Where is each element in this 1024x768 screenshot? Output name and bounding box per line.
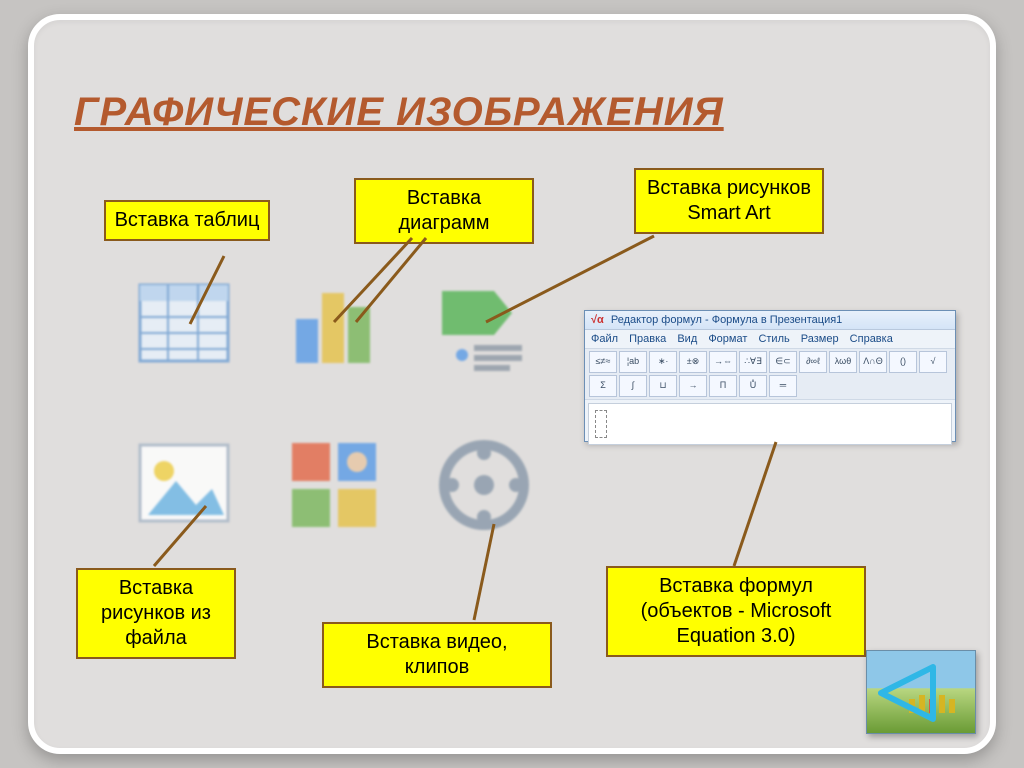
callout-video: Вставка видео, клипов bbox=[322, 622, 552, 688]
menu-format[interactable]: Формат bbox=[708, 333, 747, 345]
callout-smartart: Вставка рисунков Smart Art bbox=[634, 168, 824, 234]
toolbar-btn[interactable]: ∂∞ℓ bbox=[799, 351, 827, 373]
formula-editor-title: √α Редактор формул - Формула в Презентац… bbox=[585, 311, 955, 330]
toolbar-btn[interactable]: Σ bbox=[589, 375, 617, 397]
toolbar-btn[interactable]: ═ bbox=[769, 375, 797, 397]
toolbar-btn[interactable]: ∗∙ bbox=[649, 351, 677, 373]
toolbar-btn[interactable]: Ů bbox=[739, 375, 767, 397]
menu-style[interactable]: Стиль bbox=[758, 333, 789, 345]
menu-file[interactable]: Файл bbox=[591, 333, 618, 345]
menu-edit[interactable]: Правка bbox=[629, 333, 666, 345]
formula-cursor-box bbox=[595, 410, 607, 438]
formula-editor-menu[interactable]: Файл Правка Вид Формат Стиль Размер Спра… bbox=[585, 330, 955, 348]
smartart-icon[interactable] bbox=[434, 275, 534, 375]
formula-edit-area[interactable] bbox=[588, 403, 952, 445]
slide-frame: ГРАФИЧЕСКИЕ ИЗОБРАЖЕНИЯ Вставка таблиц В… bbox=[28, 14, 996, 754]
clipart-icon[interactable] bbox=[284, 435, 384, 535]
toolbar-btn[interactable]: () bbox=[889, 351, 917, 373]
toolbar-btn[interactable]: λωθ bbox=[829, 351, 857, 373]
toolbar-btn[interactable]: √ bbox=[919, 351, 947, 373]
callout-picture: Вставка рисунков из файла bbox=[76, 568, 236, 659]
formula-editor-window: √α Редактор формул - Формула в Презентац… bbox=[584, 310, 956, 442]
insert-icons-area bbox=[134, 275, 564, 575]
menu-view[interactable]: Вид bbox=[677, 333, 697, 345]
toolbar-btn[interactable]: Π bbox=[709, 375, 737, 397]
formula-editor-toolbar: ≤≠≈ ¦ab ∗∙ ±⊗ →⇔ ∴∀∃ ∈⊂ ∂∞ℓ λωθ Λ∩Θ () √… bbox=[585, 348, 955, 400]
menu-size[interactable]: Размер bbox=[801, 333, 839, 345]
toolbar-btn[interactable]: ≤≠≈ bbox=[589, 351, 617, 373]
picture-icon[interactable] bbox=[134, 435, 234, 535]
toolbar-btn[interactable]: ∴∀∃ bbox=[739, 351, 767, 373]
page-title: ГРАФИЧЕСКИЕ ИЗОБРАЖЕНИЯ bbox=[74, 90, 724, 135]
menu-help[interactable]: Справка bbox=[850, 333, 893, 345]
toolbar-btn[interactable]: ¦ab bbox=[619, 351, 647, 373]
toolbar-btn[interactable]: ⊔ bbox=[649, 375, 677, 397]
toolbar-btn[interactable]: → bbox=[679, 375, 707, 397]
toolbar-btn[interactable]: ±⊗ bbox=[679, 351, 707, 373]
formula-app-icon: √α bbox=[591, 314, 604, 326]
toolbar-btn[interactable]: ∫ bbox=[619, 375, 647, 397]
toolbar-btn[interactable]: ∈⊂ bbox=[769, 351, 797, 373]
callout-tables: Вставка таблиц bbox=[104, 200, 270, 241]
page: ГРАФИЧЕСКИЕ ИЗОБРАЖЕНИЯ Вставка таблиц В… bbox=[0, 0, 1024, 768]
chart-icon[interactable] bbox=[284, 275, 384, 375]
back-arrow-icon bbox=[873, 659, 969, 725]
callout-charts: Вставка диаграмм bbox=[354, 178, 534, 244]
nav-back-thumbnail[interactable] bbox=[866, 650, 976, 734]
toolbar-btn[interactable]: Λ∩Θ bbox=[859, 351, 887, 373]
toolbar-btn[interactable]: →⇔ bbox=[709, 351, 737, 373]
table-icon[interactable] bbox=[134, 275, 234, 375]
callout-formula: Вставка формул (объектов - Microsoft Equ… bbox=[606, 566, 866, 657]
video-icon[interactable] bbox=[434, 435, 534, 535]
